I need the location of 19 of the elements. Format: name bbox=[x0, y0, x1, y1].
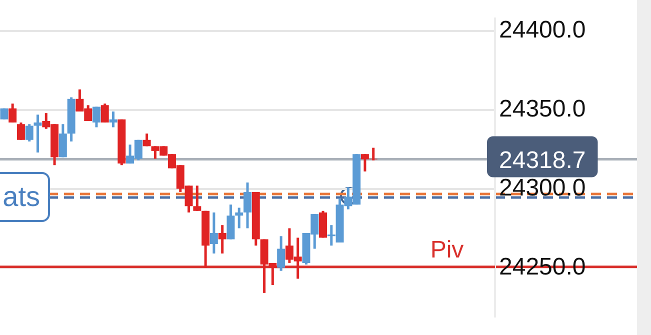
button-field: ats bbox=[0, 172, 50, 222]
candlestick bbox=[235, 206, 244, 230]
y-tick-label: 24400.0 bbox=[499, 16, 586, 44]
candlestick bbox=[193, 184, 202, 212]
candlestick bbox=[58, 122, 67, 158]
candlestick bbox=[142, 132, 151, 148]
candlestick bbox=[25, 122, 34, 143]
candlestick bbox=[244, 181, 252, 230]
candlestick bbox=[210, 211, 218, 255]
y-tick-label: 24350.0 bbox=[499, 96, 586, 123]
candlestick bbox=[8, 102, 17, 124]
candlestick bbox=[92, 106, 100, 129]
candlestick bbox=[100, 102, 109, 124]
candlestick bbox=[277, 234, 286, 272]
ref-line-label: 24318.7 bbox=[499, 146, 586, 174]
candlestick bbox=[16, 121, 25, 142]
candlestick bbox=[218, 224, 226, 255]
ref-line-label: Piv bbox=[430, 236, 464, 264]
candlestick bbox=[226, 203, 235, 241]
